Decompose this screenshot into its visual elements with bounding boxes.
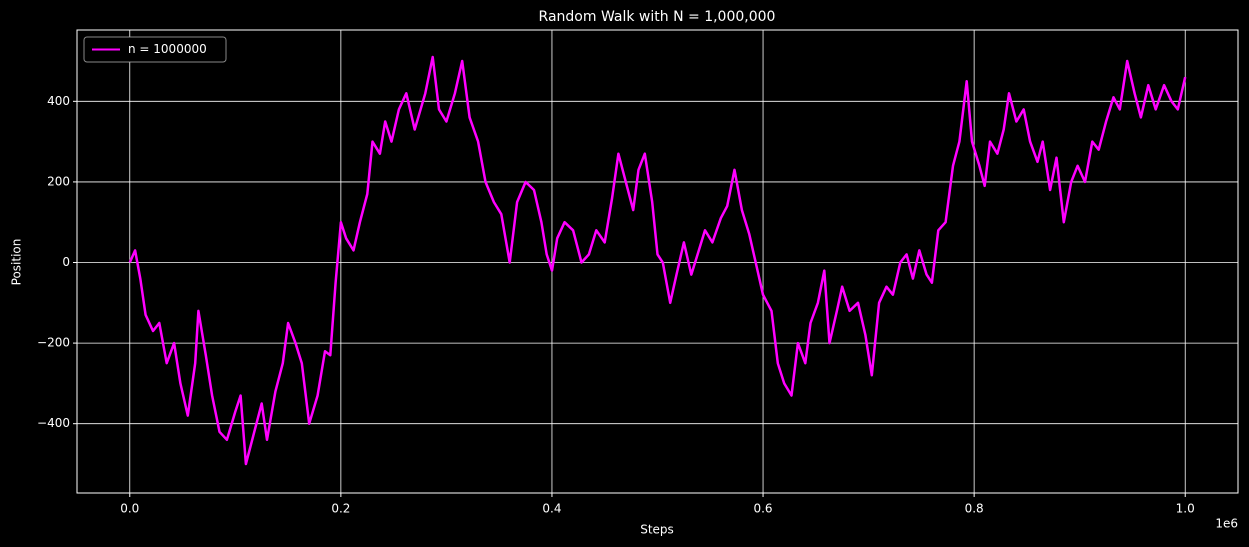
x-tick-label: 0.6 (753, 502, 772, 516)
axes-frame (76, 29, 1239, 494)
y-tick-label: 0 (62, 255, 70, 269)
x-axis-label: Steps (640, 523, 674, 537)
x-tick-label: 0.4 (542, 502, 561, 516)
x-tick-label: 0.8 (965, 502, 984, 516)
x-tick-label: 1.0 (1176, 502, 1195, 516)
chart-title: Random Walk with N = 1,000,000 (539, 9, 776, 25)
x-offset-label: 1e6 (1215, 517, 1238, 531)
y-axis-label: Position (10, 239, 24, 286)
y-tick-label: 400 (47, 94, 70, 108)
y-tick-label: −200 (37, 336, 70, 350)
x-tick-label: 0.0 (120, 502, 139, 516)
line-series (128, 55, 1187, 466)
y-tick-label: −400 (37, 416, 70, 430)
legend-box (83, 36, 227, 63)
legend-label: n = 1000000 (128, 42, 207, 56)
y-tick-label: 200 (47, 174, 70, 188)
x-tick-label: 0.2 (331, 502, 350, 516)
